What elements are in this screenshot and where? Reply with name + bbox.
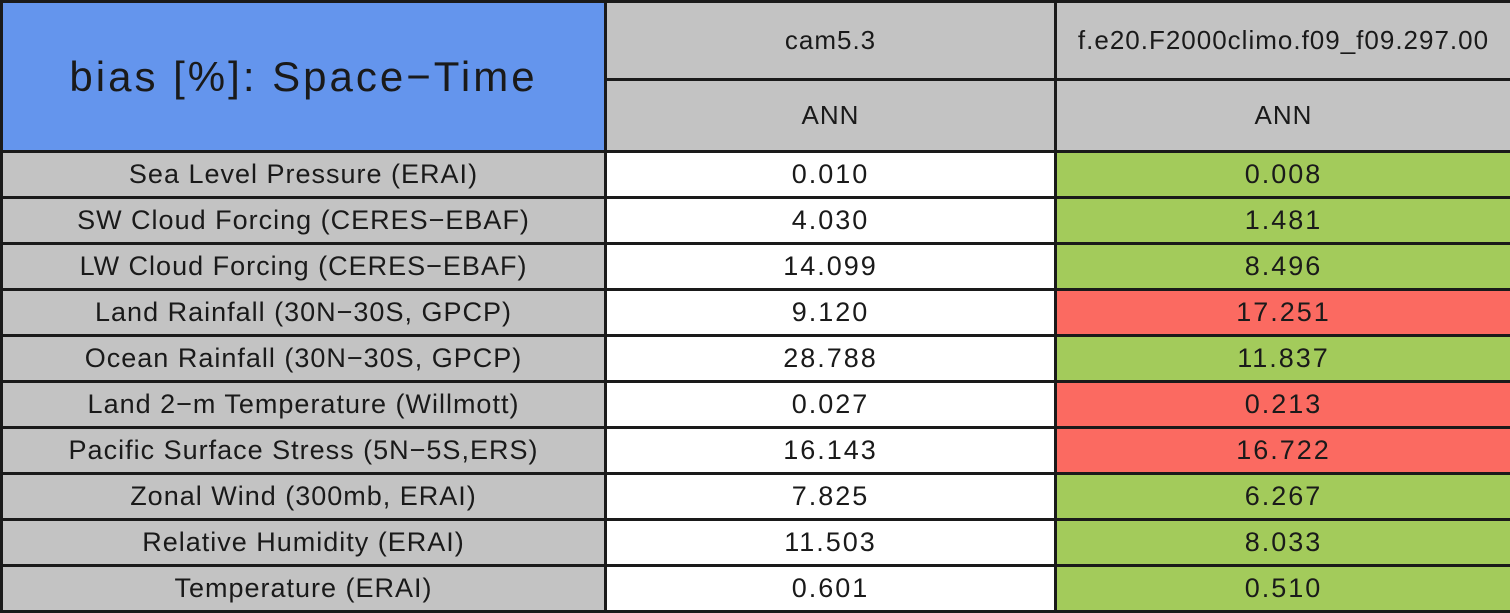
table-row: Pacific Surface Stress (5N−5S,ERS) 16.14… bbox=[2, 428, 1510, 474]
table-row: LW Cloud Forcing (CERES−EBAF) 14.099 8.4… bbox=[2, 244, 1510, 290]
row-label: SW Cloud Forcing (CERES−EBAF) bbox=[2, 198, 606, 244]
value-cell-test: 0.008 bbox=[1056, 152, 1510, 198]
table-row: Ocean Rainfall (30N−30S, GPCP) 28.788 11… bbox=[2, 336, 1510, 382]
row-label: Sea Level Pressure (ERAI) bbox=[2, 152, 606, 198]
table-row: Land Rainfall (30N−30S, GPCP) 9.120 17.2… bbox=[2, 290, 1510, 336]
value-cell-test: 8.496 bbox=[1056, 244, 1510, 290]
table-row: Sea Level Pressure (ERAI) 0.010 0.008 bbox=[2, 152, 1510, 198]
value-cell-test: 1.481 bbox=[1056, 198, 1510, 244]
value-cell-test: 8.033 bbox=[1056, 520, 1510, 566]
value-cell-test: 11.837 bbox=[1056, 336, 1510, 382]
season-header-cam53: ANN bbox=[606, 80, 1056, 152]
row-label: Pacific Surface Stress (5N−5S,ERS) bbox=[2, 428, 606, 474]
value-cell-cam53: 4.030 bbox=[606, 198, 1056, 244]
table-title: bias [%]: Space−Time bbox=[2, 2, 606, 152]
row-label: Relative Humidity (ERAI) bbox=[2, 520, 606, 566]
season-header-test-case: ANN bbox=[1056, 80, 1510, 152]
value-cell-cam53: 14.099 bbox=[606, 244, 1056, 290]
table-row: Zonal Wind (300mb, ERAI) 7.825 6.267 bbox=[2, 474, 1510, 520]
value-cell-test: 0.510 bbox=[1056, 566, 1510, 612]
value-cell-test: 16.722 bbox=[1056, 428, 1510, 474]
table-row: Land 2−m Temperature (Willmott) 0.027 0.… bbox=[2, 382, 1510, 428]
column-header-test-case: f.e20.F2000climo.f09_f09.297.00 bbox=[1056, 2, 1510, 80]
value-cell-cam53: 9.120 bbox=[606, 290, 1056, 336]
value-cell-test: 17.251 bbox=[1056, 290, 1510, 336]
row-label: LW Cloud Forcing (CERES−EBAF) bbox=[2, 244, 606, 290]
row-label: Zonal Wind (300mb, ERAI) bbox=[2, 474, 606, 520]
value-cell-cam53: 0.027 bbox=[606, 382, 1056, 428]
table-row: Relative Humidity (ERAI) 11.503 8.033 bbox=[2, 520, 1510, 566]
row-label: Ocean Rainfall (30N−30S, GPCP) bbox=[2, 336, 606, 382]
value-cell-cam53: 0.601 bbox=[606, 566, 1056, 612]
value-cell-cam53: 28.788 bbox=[606, 336, 1056, 382]
value-cell-cam53: 11.503 bbox=[606, 520, 1056, 566]
value-cell-test: 0.213 bbox=[1056, 382, 1510, 428]
row-label: Land 2−m Temperature (Willmott) bbox=[2, 382, 606, 428]
value-cell-cam53: 16.143 bbox=[606, 428, 1056, 474]
value-cell-test: 6.267 bbox=[1056, 474, 1510, 520]
column-header-cam53: cam5.3 bbox=[606, 2, 1056, 80]
model-header-row: bias [%]: Space−Time cam5.3 f.e20.F2000c… bbox=[2, 2, 1510, 80]
row-label: Land Rainfall (30N−30S, GPCP) bbox=[2, 290, 606, 336]
value-cell-cam53: 7.825 bbox=[606, 474, 1056, 520]
value-cell-cam53: 0.010 bbox=[606, 152, 1056, 198]
table-row: SW Cloud Forcing (CERES−EBAF) 4.030 1.48… bbox=[2, 198, 1510, 244]
table-row: Temperature (ERAI) 0.601 0.510 bbox=[2, 566, 1510, 612]
row-label: Temperature (ERAI) bbox=[2, 566, 606, 612]
